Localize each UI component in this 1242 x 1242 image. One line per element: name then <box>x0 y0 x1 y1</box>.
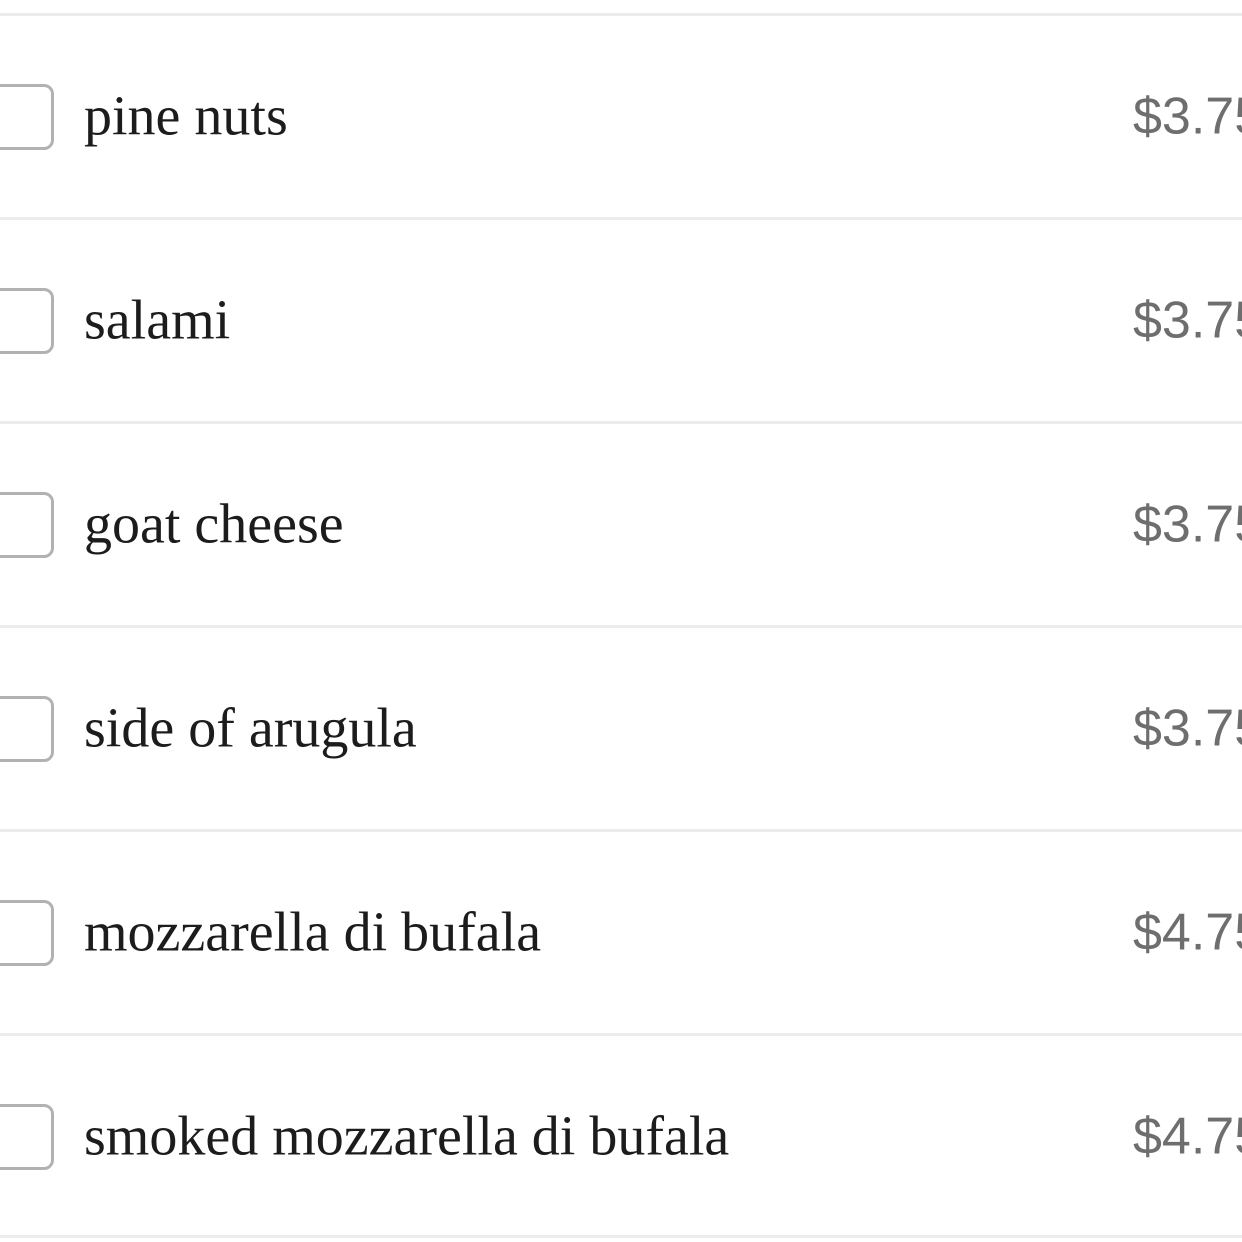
item-price: $4.75 <box>1133 1107 1242 1166</box>
list-item[interactable]: smoked mozzarella di bufala $4.75 <box>0 1033 1242 1237</box>
list-item[interactable]: pine nuts $3.75 <box>0 13 1242 217</box>
item-label: goat cheese <box>84 493 344 556</box>
item-checkbox[interactable] <box>0 83 54 150</box>
list-item[interactable]: mozzarella di bufala $4.75 <box>0 829 1242 1033</box>
item-checkbox[interactable] <box>0 287 54 354</box>
item-checkbox[interactable] <box>0 1103 54 1170</box>
item-label: mozzarella di bufala <box>84 901 542 964</box>
item-label: side of arugula <box>84 697 417 760</box>
item-label: salami <box>84 289 231 352</box>
item-label: smoked mozzarella di bufala <box>84 1105 730 1168</box>
item-checkbox[interactable] <box>0 491 54 558</box>
list-item[interactable]: goat cheese $3.75 <box>0 421 1242 625</box>
item-price: $3.75 <box>1133 291 1242 350</box>
item-price: $3.75 <box>1133 495 1242 554</box>
list-item[interactable]: salami $3.75 <box>0 217 1242 421</box>
list-item[interactable]: side of arugula $3.75 <box>0 625 1242 829</box>
item-checkbox[interactable] <box>0 695 54 762</box>
item-price: $3.75 <box>1133 87 1242 146</box>
item-label: pine nuts <box>84 85 288 148</box>
list-divider <box>0 1235 1242 1238</box>
item-price: $3.75 <box>1133 699 1242 758</box>
item-checkbox[interactable] <box>0 899 54 966</box>
item-price: $4.75 <box>1133 903 1242 962</box>
